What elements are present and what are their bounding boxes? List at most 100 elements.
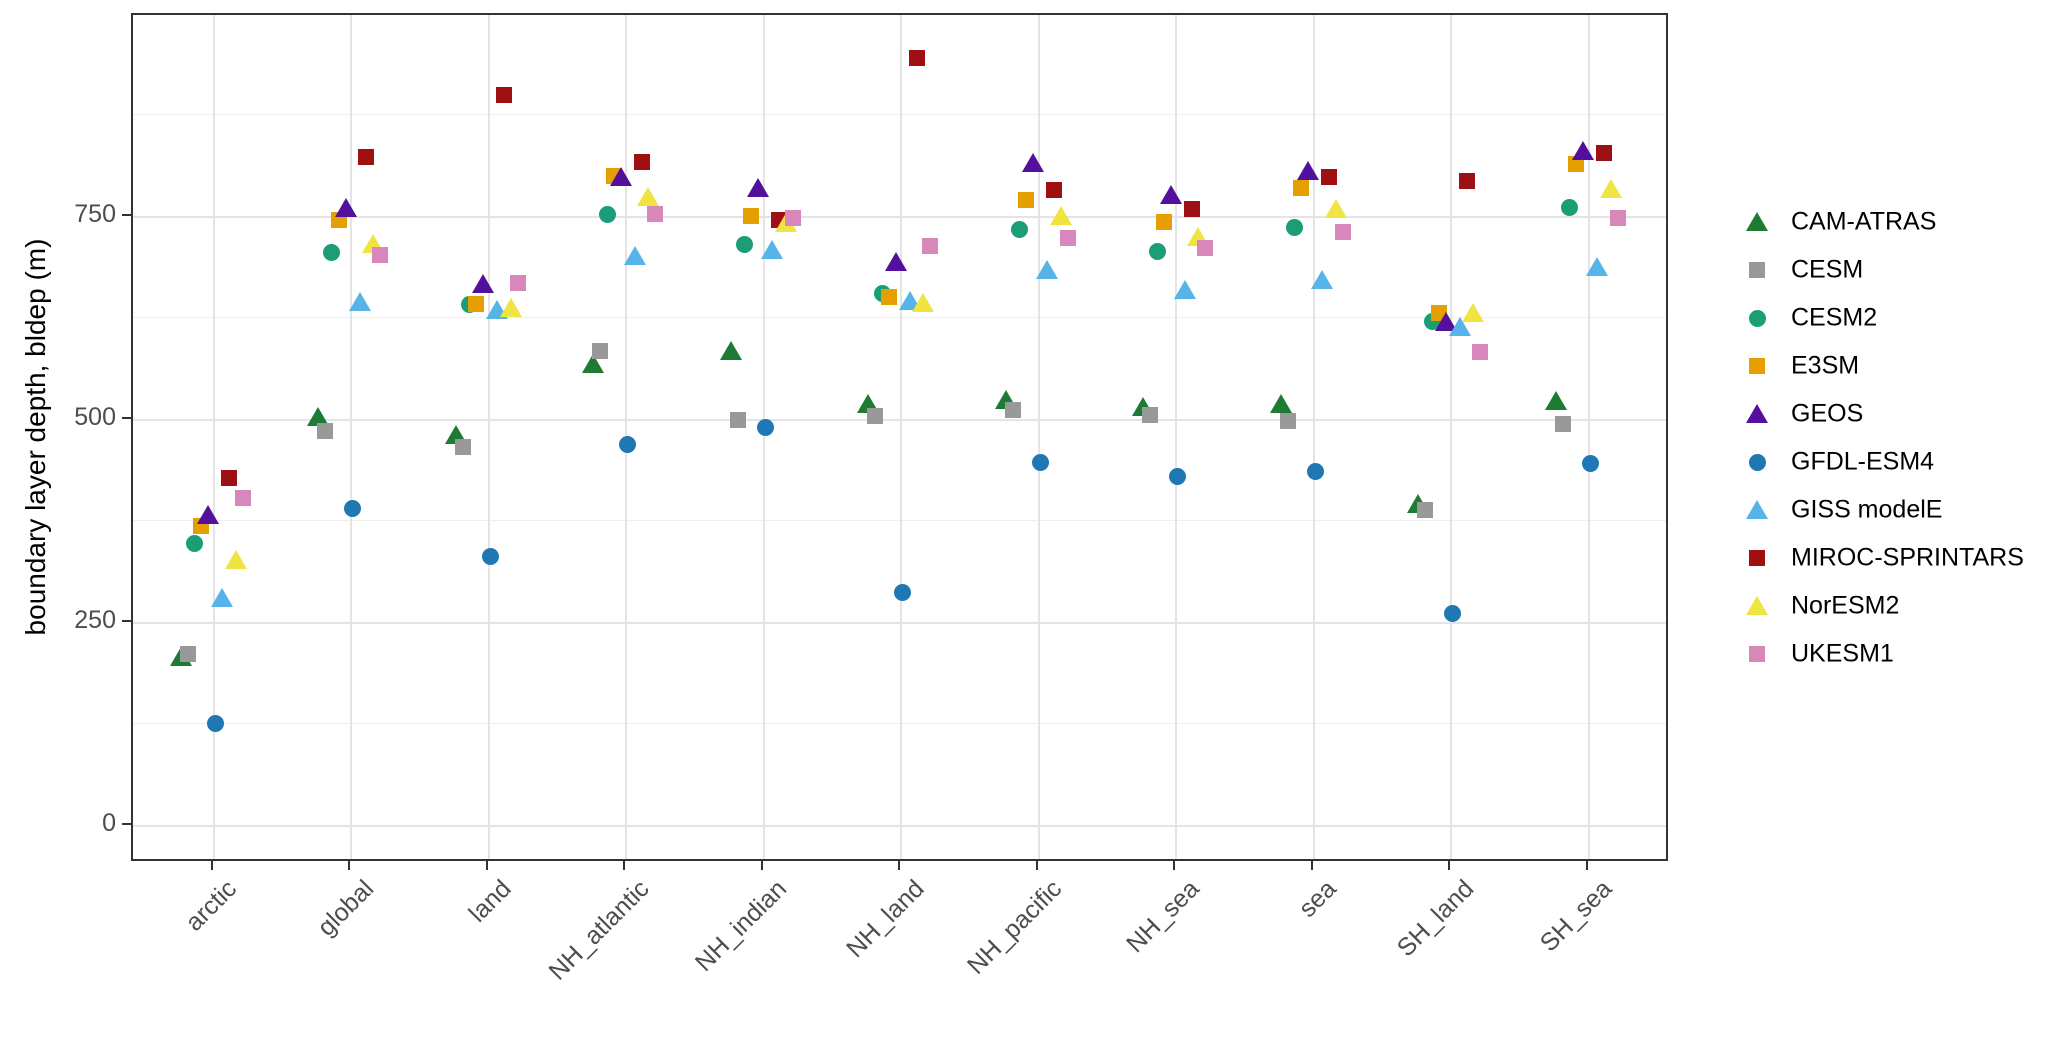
y-tick-label: 500 xyxy=(74,403,116,432)
legend-swatch-icon xyxy=(1748,309,1766,327)
data-point xyxy=(1173,279,1196,299)
legend-swatch-icon xyxy=(1746,596,1768,615)
data-point xyxy=(598,206,616,224)
data-point xyxy=(323,244,341,262)
legend-item: CAM-ATRAS xyxy=(1740,198,2060,246)
data-point xyxy=(1183,201,1200,217)
data-point xyxy=(619,435,637,453)
x-tick-label: global xyxy=(312,874,380,942)
y-tick-mark xyxy=(122,213,131,216)
v-gridline xyxy=(1587,15,1590,859)
data-point xyxy=(880,288,897,305)
h-gridline xyxy=(133,621,1666,624)
data-point xyxy=(894,583,912,601)
x-tick-mark xyxy=(210,861,213,870)
v-gridline xyxy=(212,15,215,859)
legend-item: CESM xyxy=(1740,246,2060,294)
legend-item: E3SM xyxy=(1740,342,2060,390)
data-point xyxy=(317,423,334,440)
data-point xyxy=(1011,220,1028,238)
x-tick-label: SH_sea xyxy=(1534,874,1618,958)
x-tick-mark xyxy=(1448,861,1451,870)
y-tick-label: 0 xyxy=(102,809,116,837)
data-point xyxy=(1544,391,1567,411)
data-point xyxy=(1458,173,1475,190)
data-point xyxy=(729,412,746,429)
data-point xyxy=(592,343,609,360)
plot-panel xyxy=(131,13,1668,861)
x-tick-mark xyxy=(1173,861,1176,870)
data-point xyxy=(499,297,522,317)
data-point xyxy=(1031,453,1049,471)
legend-label: E3SM xyxy=(1791,351,1860,380)
x-tick-mark xyxy=(1310,861,1313,870)
data-point xyxy=(884,252,907,272)
x-tick-mark xyxy=(1585,861,1588,870)
legend-swatch-icon xyxy=(1748,453,1766,471)
y-tick-mark xyxy=(122,416,131,419)
data-point xyxy=(736,236,753,254)
data-point xyxy=(912,292,935,312)
legend-item: NorESM2 xyxy=(1740,582,2060,630)
data-point xyxy=(372,247,389,264)
data-point xyxy=(1169,468,1187,486)
data-point xyxy=(1581,455,1599,473)
data-point xyxy=(1046,182,1062,199)
x-tick-label: land xyxy=(463,874,518,928)
data-point xyxy=(647,205,664,222)
data-point xyxy=(1599,179,1622,199)
data-point xyxy=(1159,184,1182,204)
v-gridline xyxy=(762,15,765,859)
data-point xyxy=(472,274,495,294)
legend-label: CAM-ATRAS xyxy=(1791,207,1937,236)
legend-item: UKESM1 xyxy=(1740,630,2060,678)
x-tick-label: NH_land xyxy=(841,874,930,964)
data-point xyxy=(1036,259,1058,279)
legend-label: MIROC-SPRINTARS xyxy=(1791,543,2024,572)
data-point xyxy=(1269,394,1292,414)
legend-label: GEOS xyxy=(1791,399,1864,428)
data-point xyxy=(1059,230,1076,247)
data-point xyxy=(1297,161,1320,181)
y-axis-title: boundary layer depth, bldep (m) xyxy=(20,238,51,636)
v-gridline xyxy=(350,15,353,859)
data-point xyxy=(1155,214,1172,230)
x-tick-label: NH_indian xyxy=(689,874,793,977)
legend-swatch-icon xyxy=(1746,500,1768,519)
data-point xyxy=(1572,141,1595,161)
data-point xyxy=(481,548,499,565)
legend-item: CESM2 xyxy=(1740,294,2060,342)
x-tick-label: SH_land xyxy=(1391,874,1480,963)
data-point xyxy=(1472,343,1489,360)
x-tick-label: NH_sea xyxy=(1120,874,1205,959)
legend-label: CESM xyxy=(1791,255,1864,284)
data-point xyxy=(197,504,220,524)
data-point xyxy=(1444,604,1462,622)
legend-swatch-icon xyxy=(1749,550,1765,566)
h-gridline xyxy=(133,317,1666,319)
data-point xyxy=(1018,192,1035,209)
data-point xyxy=(623,245,646,265)
h-gridline xyxy=(133,520,1666,522)
data-point xyxy=(1554,416,1571,433)
v-gridline xyxy=(900,15,903,859)
data-point xyxy=(1596,145,1612,161)
legend-swatch-icon xyxy=(1749,646,1765,662)
data-point xyxy=(857,393,880,413)
legend-item: GFDL-ESM4 xyxy=(1740,438,2060,486)
legend-item: GISS modelE xyxy=(1740,486,2060,534)
data-point xyxy=(633,154,650,170)
legend-swatch-icon xyxy=(1746,404,1768,423)
legend-label: GFDL-ESM4 xyxy=(1791,447,1935,476)
v-gridline xyxy=(1037,15,1040,859)
data-point xyxy=(307,406,330,426)
y-tick-mark xyxy=(122,619,131,622)
legend-swatch-icon xyxy=(1746,212,1768,231)
data-point xyxy=(609,167,632,187)
data-point xyxy=(185,535,203,552)
data-point xyxy=(1279,412,1296,429)
x-tick-mark xyxy=(760,861,763,870)
v-gridline xyxy=(487,15,490,859)
data-point xyxy=(784,210,801,226)
x-tick-label: sea xyxy=(1293,874,1343,923)
